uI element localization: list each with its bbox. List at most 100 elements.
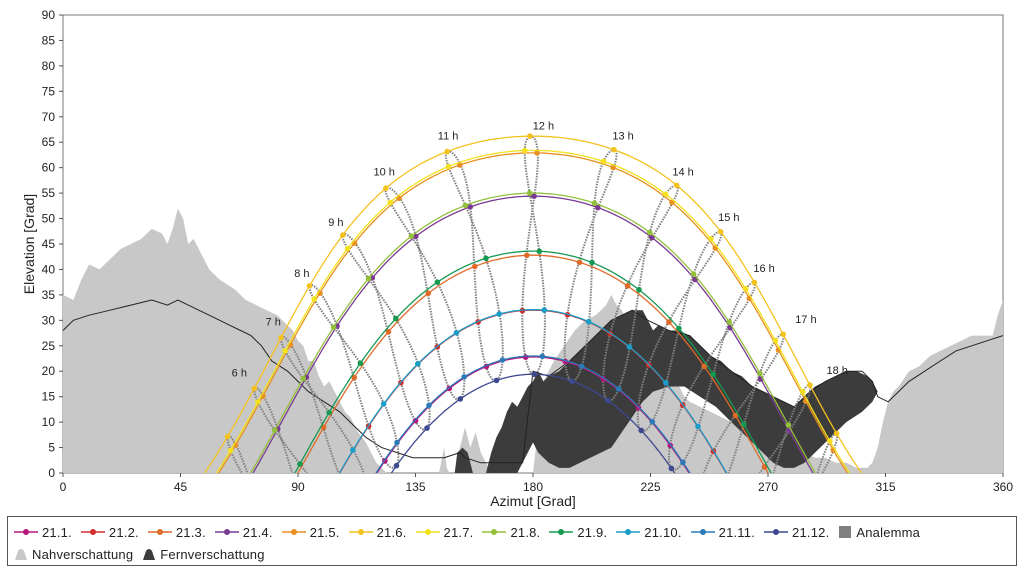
hour-marker [365, 275, 372, 282]
analemma-hour-17 [702, 332, 785, 473]
hour-marker [534, 150, 540, 156]
y-tick-label: 20 [42, 364, 56, 378]
legend-line-marker [80, 529, 105, 535]
hour-marker [278, 334, 284, 341]
analemma-hour-13 [563, 148, 618, 383]
hour-marker [425, 290, 432, 297]
hour-label: 17 h [795, 314, 816, 326]
legend-line-marker [281, 529, 306, 535]
hour-marker [526, 190, 533, 196]
hour-marker [408, 233, 415, 239]
x-axis-title: Azimut [Grad] [490, 493, 576, 509]
legend-item-series: 21.4. [214, 525, 273, 540]
chart-legend: 21.1. 21.2. 21.3. 21.4. 21.5. 21.6. 21.7. 21.8.… [7, 516, 1017, 566]
hour-marker [255, 399, 261, 405]
hour-marker [496, 311, 503, 317]
hour-marker [531, 193, 537, 199]
hour-marker [772, 337, 779, 344]
y-tick-label: 65 [42, 135, 56, 149]
x-tick-label: 180 [523, 480, 543, 494]
hour-label: 15 h [718, 212, 739, 224]
hour-marker [624, 283, 631, 289]
series-21-9 [294, 248, 772, 473]
x-tick-label: 270 [758, 480, 778, 494]
legend-item-series: 21.5. [281, 524, 340, 540]
hour-marker [493, 377, 500, 384]
hour-marker [224, 433, 231, 440]
hour-marker [387, 199, 394, 206]
y-tick-label: 30 [42, 313, 56, 327]
hour-marker [344, 245, 351, 252]
y-tick-label: 5 [48, 441, 55, 455]
hour-marker [306, 283, 313, 289]
hour-marker [434, 279, 441, 286]
series-21-11 [375, 353, 691, 473]
hour-marker [462, 202, 469, 209]
hour-marker [827, 438, 833, 444]
hour-marker [415, 361, 421, 367]
y-tick-label: 85 [42, 33, 56, 47]
hour-marker [297, 461, 303, 467]
legend-label: 21.3. [175, 524, 206, 540]
hour-marker [615, 386, 622, 392]
legend-label: 21.1. [42, 524, 72, 540]
legend-item-series: 21.7. [415, 524, 474, 540]
legend-line-marker [764, 529, 789, 535]
day-path-line [249, 192, 817, 473]
hour-marker [761, 464, 768, 470]
hour-marker [499, 357, 506, 363]
legend-label: Analemma [856, 524, 921, 540]
hour-marker [635, 405, 642, 411]
hour-marker [527, 133, 533, 139]
hour-marker [578, 363, 585, 370]
hour-marker [595, 204, 601, 211]
hour-marker [251, 385, 258, 392]
legend-line-marker [147, 529, 172, 535]
hour-marker [453, 330, 460, 336]
hour-marker [591, 200, 598, 206]
hour-label: 11 h [438, 131, 459, 143]
day-path-line [338, 308, 728, 473]
legend-label: 21.7. [443, 524, 474, 540]
hour-marker [647, 229, 653, 236]
hour-marker [467, 204, 474, 210]
hour-marker [626, 344, 633, 350]
hour-marker [668, 465, 675, 472]
legend-item-series: 21.3. [147, 524, 206, 540]
hour-marker [576, 259, 583, 266]
legend-label: 21.5. [309, 524, 340, 540]
analemma-hour-19 [816, 432, 839, 473]
y-tick-label: 60 [42, 161, 56, 175]
hour-marker [483, 255, 489, 262]
hour-marker [461, 374, 468, 380]
series-21-12 [390, 371, 676, 473]
legend-line-marker [482, 529, 507, 535]
hour-marker [424, 425, 430, 431]
hour-marker [663, 380, 669, 386]
legend-line-marker [14, 529, 38, 535]
legend-label: 21.6. [376, 524, 407, 540]
legend-item-series: 21.12. [764, 525, 829, 540]
series-21-8 [249, 190, 817, 473]
legend-mountain-marker [143, 549, 156, 560]
hour-marker [673, 182, 680, 189]
hour-marker [445, 163, 452, 170]
hour-label: 13 h [612, 131, 633, 143]
hour-marker [412, 233, 419, 240]
hour-marker [785, 422, 792, 428]
legend-item-series: 21.10. [616, 525, 681, 540]
hour-marker [472, 263, 478, 270]
hour-marker [350, 447, 356, 453]
hour-marker [742, 286, 749, 292]
y-tick-label: 35 [42, 288, 56, 302]
legend-item-series: 21.9. [549, 525, 607, 540]
hour-marker [457, 162, 463, 168]
hour-marker [426, 402, 432, 409]
y-tick-label: 90 [42, 8, 56, 22]
hour-marker [383, 185, 389, 191]
hour-label: 10 h [373, 166, 394, 178]
hour-marker [636, 286, 642, 293]
day-path-line [215, 149, 851, 473]
hour-label: 18 h [826, 365, 847, 377]
hour-marker [320, 424, 327, 431]
